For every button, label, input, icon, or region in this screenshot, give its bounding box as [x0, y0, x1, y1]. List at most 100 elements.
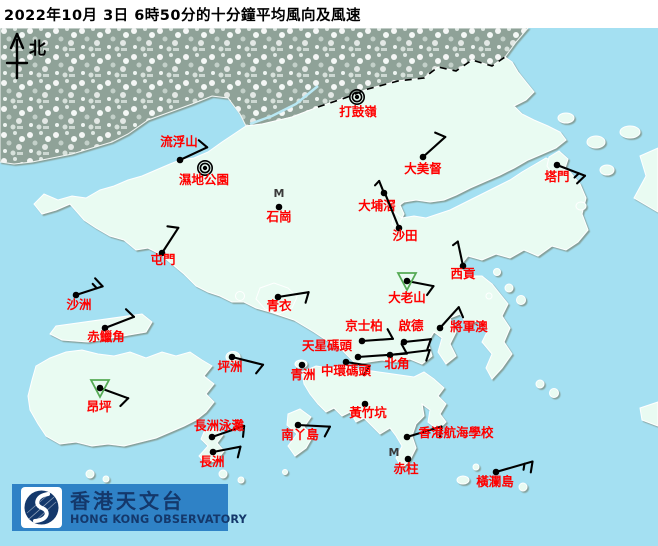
station-label: 京士柏: [345, 318, 383, 333]
calm-symbol-ring: [351, 91, 363, 103]
hko-logo[interactable]: 香港天文台 HONG KONG OBSERVATORY: [12, 484, 248, 531]
station-label: 大美督: [404, 161, 442, 176]
islet: [218, 469, 228, 479]
islet: [102, 475, 110, 483]
station-green-island: 青洲: [290, 361, 316, 382]
station-dot: [459, 262, 467, 270]
station-tai-mei-tuk: 大美督: [404, 131, 447, 176]
station-label: 昂坪: [86, 399, 112, 414]
station-tates-cairn: 大老山: [388, 272, 435, 305]
station-lau-fau-shan: 流浮山: [160, 134, 209, 164]
station-lamma-island: 南丫島: [281, 421, 332, 442]
wind-barb-feather: [362, 364, 371, 376]
station-dot: [419, 153, 427, 161]
station-label: 香港航海學校: [417, 425, 494, 440]
station-label: 天星碼頭: [302, 338, 353, 353]
islet: [85, 469, 95, 479]
islet: [282, 469, 288, 475]
station-hk-sea-school: 香港航海學校: [403, 425, 494, 441]
islet: [456, 475, 470, 485]
islet: [599, 164, 615, 176]
station-label: 沙田: [392, 228, 417, 243]
wind-barb-shaft: [178, 146, 209, 162]
wind-barb-feather: [304, 291, 310, 304]
station-dot: [158, 249, 166, 257]
station-label: 赤鱲角: [87, 329, 125, 344]
new-territories-landmass: [33, 56, 589, 380]
station-dot: [274, 293, 282, 301]
islet: [504, 283, 514, 293]
station-dot: [358, 337, 366, 345]
station-label: 啟德: [398, 318, 424, 333]
station-label: 青衣: [266, 298, 292, 313]
wind-barb-feather: [529, 460, 534, 474]
wind-barb-feather: [323, 425, 332, 438]
station-stanley: M 赤柱: [389, 446, 419, 476]
station-dot: [72, 291, 80, 299]
lamma-island-land: [286, 408, 314, 457]
land-group: [27, 56, 658, 492]
wind-barb-feather: [119, 397, 130, 408]
station-dot: [436, 324, 444, 332]
station-waglan-island: 橫瀾島: [476, 460, 534, 489]
wind-barb-shaft: [388, 349, 431, 357]
station-dot: [298, 361, 306, 369]
lantau-island: [27, 349, 215, 447]
station-label: 將軍澳: [450, 319, 488, 334]
wind-barb-feather: [522, 462, 526, 471]
logo-name-zh: 香港天文台: [70, 489, 185, 513]
station-label: 石崗: [265, 209, 291, 224]
airport-island: [49, 313, 153, 343]
station-tseung-kwan-o: 將軍澳: [436, 306, 488, 334]
islet: [549, 388, 559, 398]
wind-barb-shaft: [405, 425, 443, 439]
wind-barb-feather: [425, 349, 431, 362]
station-dot: [275, 203, 283, 211]
wind-barb-shaft: [296, 423, 332, 428]
station-tap-mun: 塔門: [544, 161, 587, 185]
north-arrow: 北: [5, 32, 46, 80]
wind-barb-shaft: [438, 306, 460, 330]
triangle-marker: [89, 379, 111, 399]
wind-barb-shaft: [360, 337, 394, 343]
wind-barb-shaft: [103, 315, 135, 330]
station-tsing-yi: 青衣: [266, 291, 310, 313]
wind-barb-feather: [425, 285, 435, 297]
station-label: 大老山: [388, 290, 426, 305]
station-dot: [354, 353, 362, 361]
islet: [472, 463, 480, 471]
wind-barb-feather: [434, 131, 447, 138]
calm-symbol: [354, 94, 360, 100]
wind-barb-feather: [451, 240, 459, 247]
station-cheung-chau-beach: 長洲泳灘: [194, 418, 246, 441]
wind-barb-shaft: [494, 460, 534, 474]
wind-barb-feather: [457, 306, 465, 319]
station-label: 北角: [384, 356, 409, 371]
wind-barb-feather: [166, 225, 180, 229]
station-label: 長洲: [199, 454, 224, 469]
station-peng-chau: 坪洲: [217, 353, 265, 375]
station-label: 塔門: [544, 169, 569, 184]
station-label: 青洲: [290, 367, 315, 382]
calm-symbol-outer-ring: [197, 160, 214, 177]
station-dot: [403, 433, 411, 441]
station-central-pier: 中環碼頭: [321, 358, 371, 378]
station-label: 沙洲: [66, 297, 91, 312]
wind-barb-shaft: [210, 424, 246, 439]
north-label: 北: [29, 39, 46, 59]
station-label: 大埔滘: [358, 198, 396, 213]
station-label: 流浮山: [160, 134, 198, 149]
islet: [516, 295, 526, 305]
wind-barb-shaft: [276, 291, 310, 299]
station-dot: [492, 468, 500, 476]
cheung-chau-island: [198, 427, 225, 465]
station-wetland-park: 濕地公園: [179, 160, 229, 187]
station-label: 西貢: [450, 266, 476, 281]
station-dot: [404, 455, 412, 463]
shenzhen-river: [249, 85, 319, 126]
wind-barb-feather: [438, 425, 443, 439]
station-label: 黃竹坑: [348, 405, 387, 420]
station-sha-tin: 沙田: [384, 192, 418, 243]
wind-barb-feather: [386, 328, 394, 340]
